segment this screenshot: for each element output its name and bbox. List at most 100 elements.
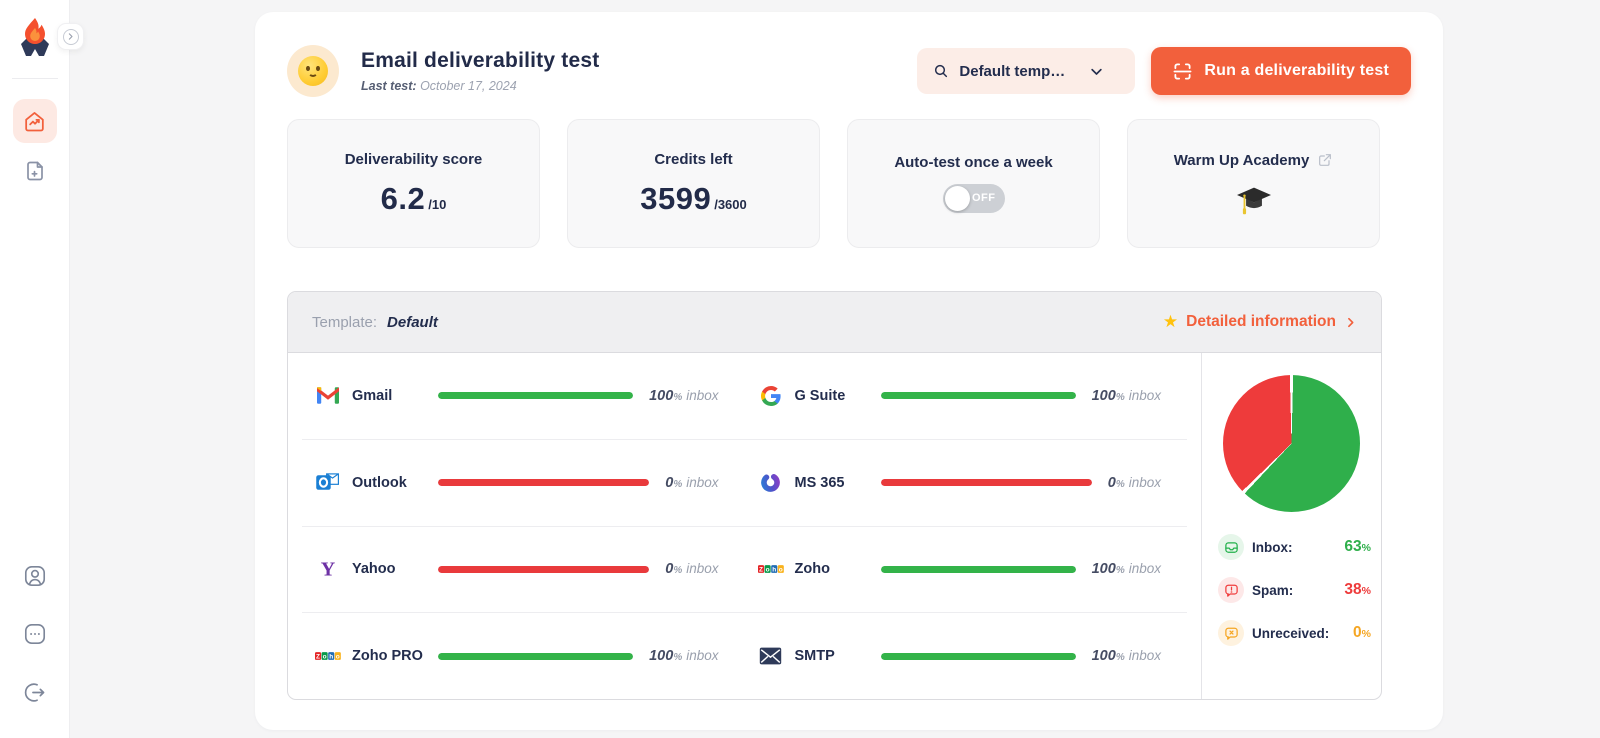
- last-test-date: October 17, 2024: [420, 79, 517, 93]
- sidebar-collapse-button[interactable]: [57, 23, 84, 50]
- legend-label: Unreceived:: [1252, 625, 1330, 641]
- provider-name: Zoho PRO: [352, 648, 423, 665]
- provider-progress-bar: [880, 392, 1076, 400]
- template-panel-header: Template: Default ★ Detailed information: [288, 292, 1381, 353]
- provider-name: G Suite: [794, 387, 846, 404]
- sidebar: [0, 0, 70, 738]
- provider-name: Outlook: [352, 474, 407, 491]
- provider-progress-bar: [438, 652, 634, 660]
- template-label: Template:: [312, 313, 378, 331]
- chevron-right-icon: [1348, 317, 1354, 327]
- unreceived-cross-icon: [1218, 620, 1244, 646]
- legend-label: Inbox:: [1252, 539, 1293, 555]
- chat-dots-icon: [22, 621, 48, 647]
- provider-cell-ms365: MS 365 0% inbox: [745, 440, 1188, 526]
- svg-text:o: o: [323, 654, 327, 661]
- legend-value-inbox: 63%: [1344, 538, 1371, 555]
- svg-text:Z: Z: [316, 654, 320, 661]
- provider-inbox-value: 100% inbox: [649, 387, 719, 404]
- pie-legend: Inbox: 63% Spam: 38%: [1202, 534, 1381, 646]
- sidebar-item-profile[interactable]: [17, 558, 53, 594]
- provider-inbox-value: 100% inbox: [1091, 648, 1161, 665]
- run-button-label: Run a deliverability test: [1204, 62, 1389, 79]
- provider-name: Gmail: [352, 387, 393, 404]
- stat-label: Credits left: [654, 150, 733, 168]
- provider-cell-zoho-pro: Z o h o Zoho PRO 100% inbox: [302, 613, 745, 699]
- spam-alert-icon: [1218, 577, 1244, 603]
- sidebar-item-new-test[interactable]: [13, 149, 57, 193]
- provider-row: Gmail 100% inbox G: [302, 353, 1187, 440]
- outlook-logo-icon: [314, 473, 342, 492]
- detailed-information-label: Detailed information: [1186, 313, 1336, 330]
- provider-inbox-value: 100% inbox: [1091, 387, 1161, 404]
- page-header: Email deliverability test Last test: Oct…: [255, 12, 1443, 97]
- graduation-cap-icon: [1234, 182, 1274, 216]
- auto-test-card: Auto-test once a week OFF: [847, 119, 1100, 248]
- yahoo-logo-icon: Y: [314, 559, 342, 579]
- legend-value-unreceived: 0%: [1353, 624, 1371, 641]
- run-deliverability-test-button[interactable]: Run a deliverability test: [1151, 47, 1411, 95]
- provider-cell-gsuite: G Suite 100% inbox: [745, 353, 1188, 439]
- provider-cell-smtp: SMTP 100% inbox: [745, 613, 1188, 699]
- sidebar-item-messages[interactable]: [17, 616, 53, 652]
- svg-text:o: o: [336, 654, 340, 661]
- template-results-panel: Template: Default ★ Detailed information: [287, 291, 1382, 700]
- stat-label: Auto-test once a week: [894, 154, 1053, 171]
- provider-name: SMTP: [794, 648, 835, 665]
- provider-progress-bar: [880, 652, 1076, 660]
- svg-text:o: o: [765, 567, 769, 574]
- zoho-pro-logo-icon: Z o h o: [314, 651, 342, 661]
- search-icon: [933, 63, 949, 79]
- warmup-academy-card[interactable]: Warm Up Academy: [1127, 119, 1380, 248]
- chevron-down-icon: [1089, 64, 1104, 79]
- scan-icon: [1173, 62, 1192, 81]
- toggle-knob: [944, 186, 970, 211]
- provider-progress-bar: [880, 565, 1076, 573]
- svg-text:o: o: [778, 567, 782, 574]
- deliverability-score-value: 6.2/10: [380, 180, 447, 216]
- detailed-information-link[interactable]: ★ Detailed information: [1163, 312, 1357, 332]
- provider-cell-outlook: Outlook 0% inbox: [302, 440, 745, 526]
- provider-name: Zoho: [794, 561, 830, 578]
- last-test-subtitle: Last test: October 17, 2024: [361, 79, 599, 93]
- page-title: Email deliverability test: [361, 49, 600, 72]
- smiley-face-icon: [298, 56, 328, 86]
- home-trend-icon: [22, 109, 47, 134]
- provider-inbox-value: 0% inbox: [665, 474, 719, 491]
- svg-text:Y: Y: [321, 559, 336, 579]
- score-emoji-avatar: [287, 45, 339, 97]
- provider-row: Outlook 0% inbox: [302, 440, 1187, 527]
- provider-inbox-value: 0% inbox: [1107, 474, 1161, 491]
- providers-grid: Gmail 100% inbox G: [288, 353, 1201, 699]
- sidebar-item-dashboard[interactable]: [12, 99, 57, 143]
- legend-item-unreceived: Unreceived: 0%: [1218, 620, 1371, 646]
- template-dropdown[interactable]: Default temp…: [917, 48, 1136, 94]
- gmail-logo-icon: [314, 387, 342, 405]
- provider-inbox-value: 100% inbox: [649, 648, 719, 665]
- placement-summary-column: Inbox: 63% Spam: 38%: [1201, 353, 1381, 699]
- provider-cell-yahoo: Y Yahoo 0% inbox: [302, 527, 745, 613]
- toggle-state-label: OFF: [972, 192, 996, 204]
- provider-progress-bar: [438, 392, 634, 400]
- provider-name: MS 365: [794, 474, 845, 491]
- provider-inbox-value: 0% inbox: [665, 561, 719, 578]
- provider-row: Y Yahoo 0% inbox: [302, 527, 1187, 614]
- auto-test-toggle[interactable]: OFF: [942, 184, 1005, 213]
- warmy-flame-logo-icon: [15, 16, 55, 60]
- svg-text:h: h: [772, 567, 776, 574]
- credits-left-card: Credits left 3599/3600: [567, 119, 820, 248]
- gsuite-logo-icon: [757, 385, 785, 406]
- provider-inbox-value: 100% inbox: [1091, 561, 1161, 578]
- main-content-card: Email deliverability test Last test: Oct…: [255, 12, 1443, 730]
- sidebar-item-logout[interactable]: [17, 674, 53, 710]
- provider-cell-gmail: Gmail 100% inbox: [302, 353, 745, 439]
- deliverability-score-card: Deliverability score 6.2/10: [287, 119, 540, 248]
- template-dropdown-value: Default temp…: [959, 62, 1066, 80]
- provider-progress-bar: [438, 565, 650, 573]
- smtp-envelope-icon: [757, 647, 785, 665]
- legend-value-spam: 38%: [1344, 581, 1371, 598]
- provider-progress-bar: [438, 479, 650, 487]
- chevron-right-icon: [62, 28, 79, 45]
- svg-text:h: h: [329, 654, 333, 661]
- stats-row: Deliverability score 6.2/10 Credits left…: [255, 97, 1443, 248]
